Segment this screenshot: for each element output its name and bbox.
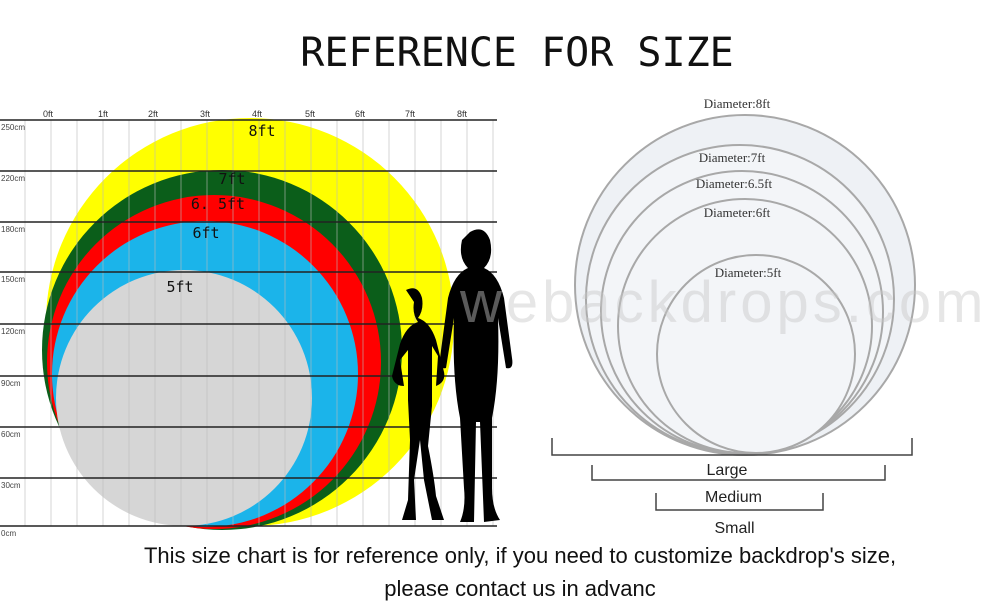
circle-label: 6ft (192, 224, 219, 242)
ft-tick-label: 5ft (305, 109, 316, 119)
cm-tick-label: 250cm (1, 123, 25, 132)
cm-tick-label: 180cm (1, 225, 25, 234)
circle-label: 8ft (248, 122, 275, 140)
cm-tick-label: 0cm (1, 529, 16, 538)
ft-tick-label: 0ft (43, 109, 54, 119)
ft-tick-label: 6ft (355, 109, 366, 119)
size-bracket (551, 438, 913, 456)
size-label: Medium (705, 489, 762, 506)
ft-tick-label: 2ft (148, 109, 159, 119)
size-bracket (655, 493, 824, 511)
cm-tick-label: 60cm (1, 430, 21, 439)
diameter-label: Diameter:6ft (704, 205, 771, 220)
circle-label: 7ft (218, 170, 245, 188)
ft-tick-label: 4ft (252, 109, 263, 119)
diameter-label: Diameter:8ft (704, 96, 771, 111)
ft-tick-label: 3ft (200, 109, 211, 119)
watermark: webackdrops.com (459, 270, 987, 335)
size-label: Large (707, 462, 748, 479)
circle-label: 5ft (166, 278, 193, 296)
cm-tick-label: 220cm (1, 174, 25, 183)
cm-tick-label: 120cm (1, 327, 25, 336)
caption-line-2: please contact us in advanc (384, 576, 656, 601)
title: REFERENCE FOR SIZE (300, 30, 733, 76)
human-silhouettes (392, 229, 513, 523)
caption-line-1: This size chart is for reference only, i… (144, 543, 896, 568)
circle-label: 6. 5ft (191, 195, 245, 213)
child-silhouette (392, 288, 445, 520)
size-bracket (591, 465, 886, 481)
cm-tick-label: 150cm (1, 275, 25, 284)
circle-size-chart: 250cm 220cm 180cm 150cm 120cm 90cm 60cm 30cm 0cm… (0, 109, 497, 538)
ft-tick-label: 8ft (457, 109, 468, 119)
diameter-circles: Diameter:8ft Diameter:7ft Diameter:6.5ft Di… (551, 96, 916, 537)
cm-tick-label: 90cm (1, 379, 21, 388)
diameter-label: Diameter:5ft (715, 265, 782, 280)
backdrop-circle (656, 254, 856, 454)
ft-tick-label: 7ft (405, 109, 416, 119)
ft-tick-label: 1ft (98, 109, 109, 119)
diameter-label: Diameter:6.5ft (696, 176, 773, 191)
circle-4 (56, 270, 312, 526)
cm-tick-label: 30cm (1, 481, 21, 490)
woman-silhouette (439, 229, 513, 523)
diameter-label: Diameter:7ft (699, 150, 766, 165)
size-label: Small (714, 520, 754, 537)
